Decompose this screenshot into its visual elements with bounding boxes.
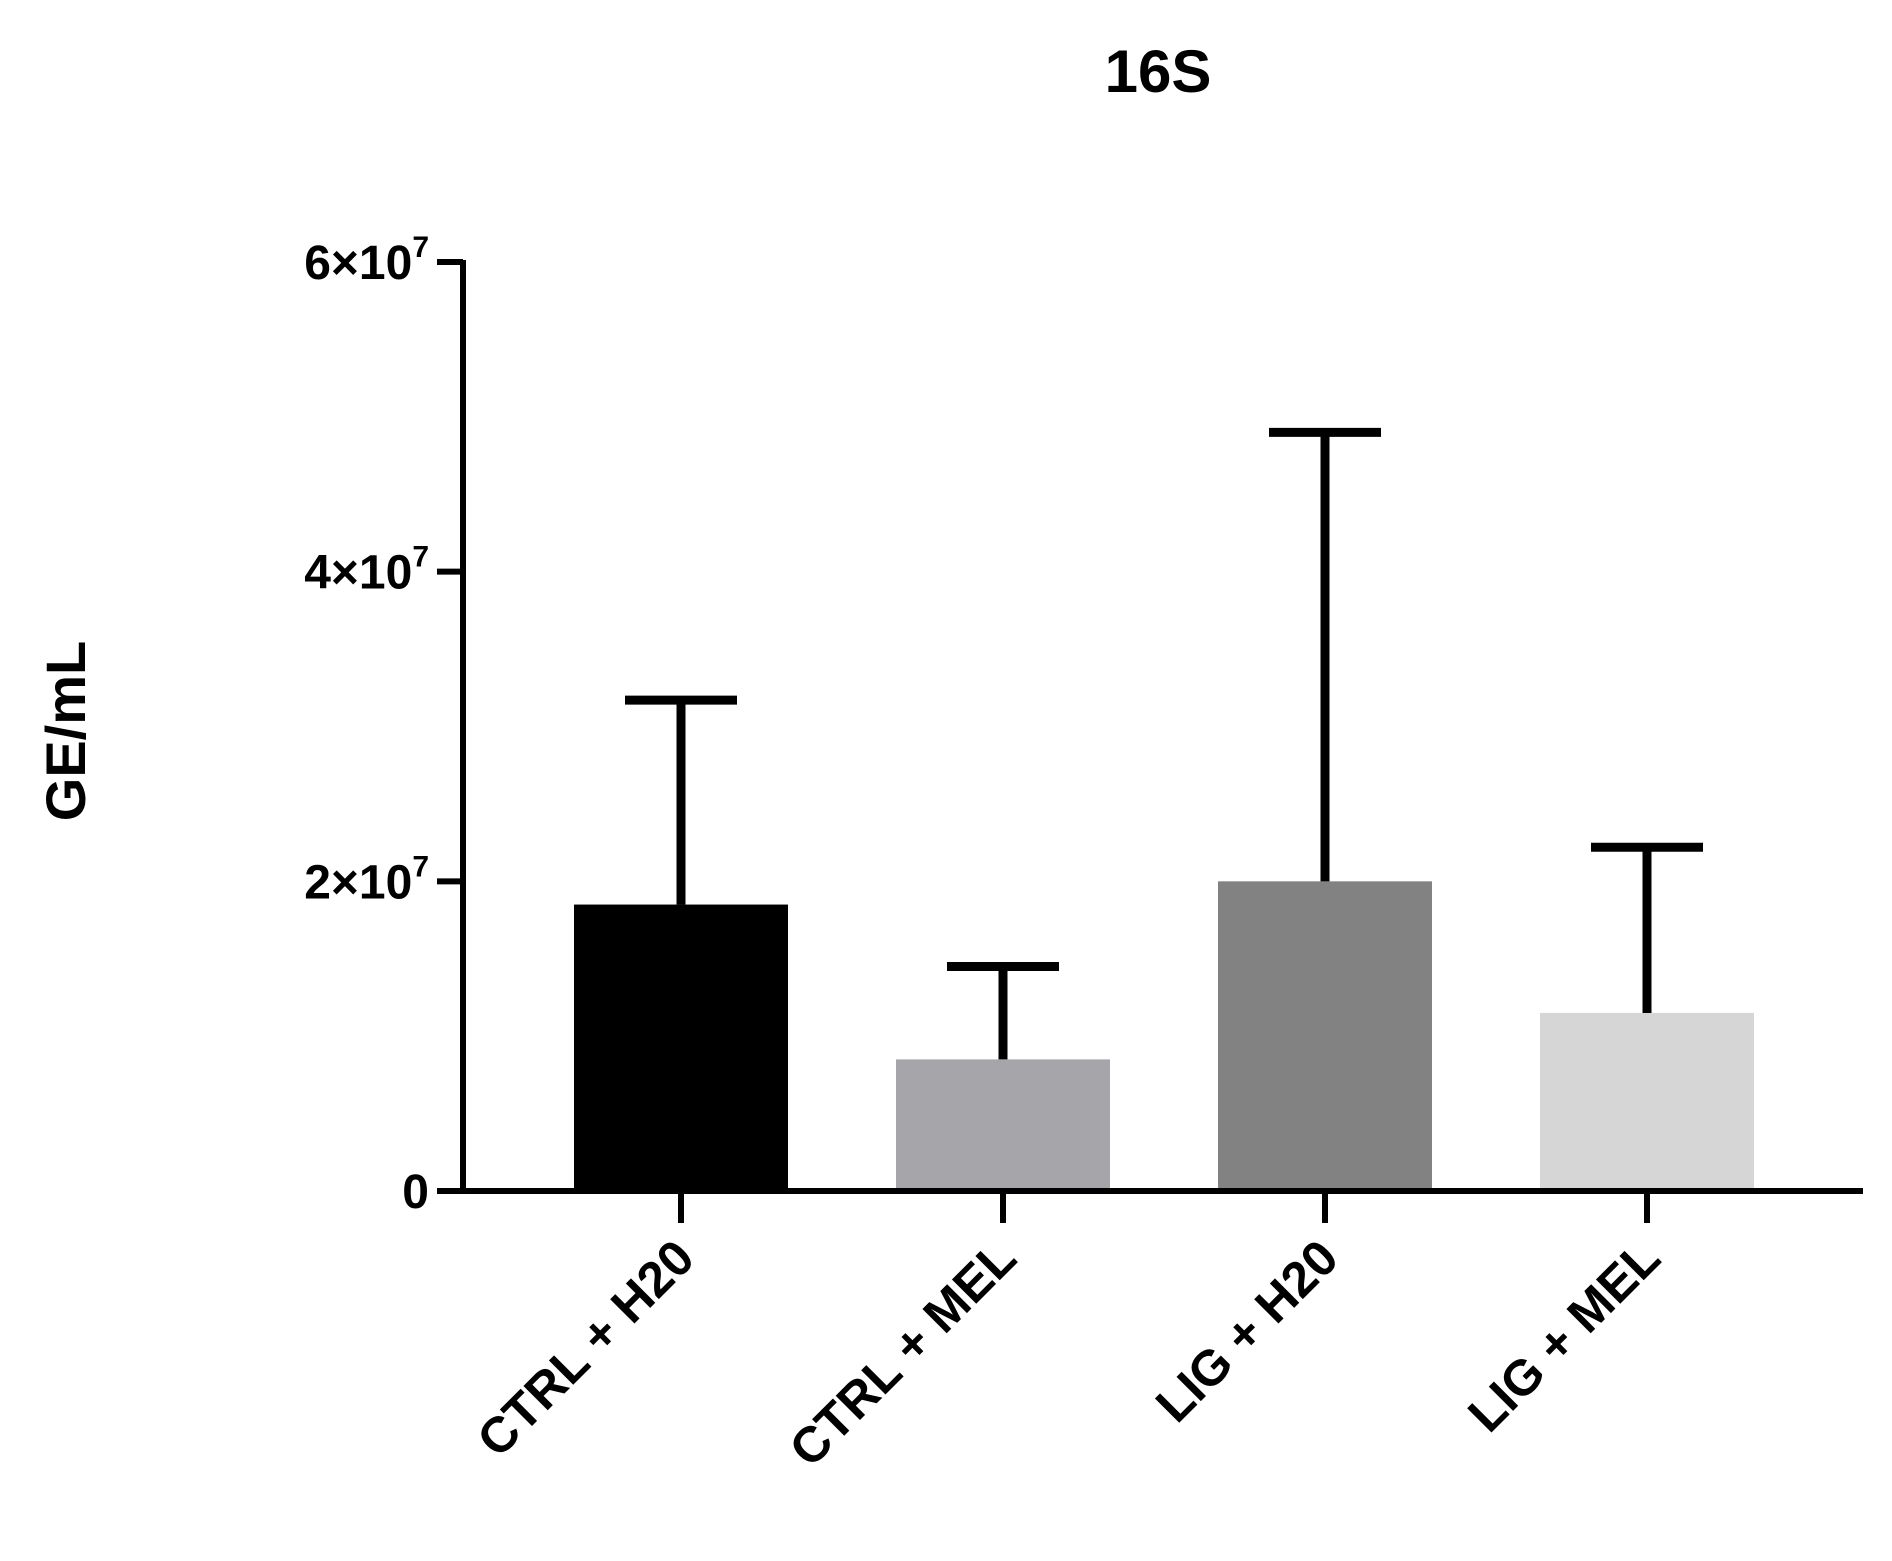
x-ticks-layer: CTRL + H20 CTRL + MEL LIG + H20 LIG + MEL — [466, 1191, 1671, 1477]
bar — [1540, 1012, 1754, 1191]
x-tick-label: LIG + H20 — [1145, 1229, 1349, 1433]
y-tick-label: 0 — [402, 1166, 429, 1219]
chart-title: 16S — [1105, 38, 1212, 105]
x-tick-label: LIG + MEL — [1457, 1229, 1670, 1442]
y-axis-label: GE/mL — [34, 641, 97, 821]
y-ticks-layer: 0 2×107 4×107 6×107 — [304, 231, 463, 1219]
bar — [896, 1059, 1110, 1191]
bars-layer — [574, 881, 1754, 1191]
y-tick-label: 4×107 — [304, 541, 429, 600]
x-tick-label: CTRL + MEL — [779, 1229, 1027, 1477]
bar — [574, 904, 788, 1191]
bar — [1218, 881, 1432, 1191]
y-tick-label: 6×107 — [304, 231, 429, 290]
error-bars-layer — [625, 427, 1703, 1060]
x-tick-label: CTRL + H20 — [466, 1229, 704, 1467]
y-tick-label: 2×107 — [304, 850, 429, 909]
